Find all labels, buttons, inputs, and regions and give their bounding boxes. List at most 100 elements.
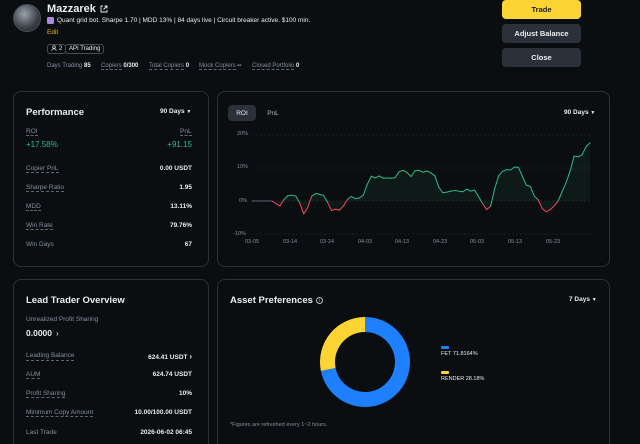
roi-line-segment bbox=[553, 200, 559, 207]
x-tick: 05-13 bbox=[508, 239, 523, 245]
row-value: 1.95 bbox=[179, 184, 192, 191]
roi-line-segment bbox=[346, 195, 352, 200]
tab-roi[interactable]: ROI bbox=[228, 105, 256, 121]
edit-link[interactable]: Edit bbox=[47, 29, 59, 36]
roi-line-segment bbox=[573, 155, 579, 158]
tab-pnl[interactable]: PnL bbox=[261, 105, 285, 121]
sharpe-ratio-row: Sharpe Ratio 1.95 bbox=[26, 184, 192, 192]
roi-line-segment bbox=[315, 192, 321, 195]
roi-line-segment bbox=[422, 170, 428, 173]
caret-down-icon: ▼ bbox=[590, 110, 596, 116]
roi-line-segment bbox=[482, 203, 488, 211]
roi-line-segment bbox=[581, 146, 587, 156]
roi-line-segment bbox=[418, 169, 424, 173]
aum-row: AUM 624.74 USDT bbox=[26, 371, 192, 379]
roi-line-segment bbox=[402, 169, 408, 174]
roi-line-segment bbox=[549, 205, 555, 211]
caret-down-icon: ▼ bbox=[186, 109, 192, 115]
performance-period-select[interactable]: 90 Days ▼ bbox=[160, 108, 191, 115]
row-value: 624.41 USDT › bbox=[148, 352, 192, 361]
roi-label: ROI bbox=[26, 128, 38, 136]
leading-balance-row[interactable]: Leading Balance 624.41 USDT › bbox=[26, 352, 192, 361]
stat-value: 85 bbox=[84, 63, 91, 69]
unrealized-label: Unrealized Profit Sharing bbox=[26, 316, 99, 323]
tab-roi-label: ROI bbox=[236, 109, 248, 117]
x-tick: 03-14 bbox=[283, 239, 298, 245]
roi-line-segment bbox=[327, 201, 333, 212]
asset-donut-chart bbox=[320, 317, 410, 407]
adjust-balance-button[interactable]: Adjust Balance bbox=[502, 24, 581, 43]
stat-label: Days Trading bbox=[47, 63, 83, 69]
api-trading-label: API Trading bbox=[69, 46, 101, 52]
stat-closed-portfolio: Closed Portfolio 0 bbox=[252, 63, 299, 70]
stat-label: Total Copiers bbox=[149, 63, 185, 70]
roi-line-segment bbox=[525, 184, 531, 187]
roi-line-segment bbox=[442, 191, 448, 194]
roi-line-segment bbox=[470, 189, 476, 192]
roi-line-segment bbox=[486, 205, 492, 211]
roi-line-segment bbox=[350, 195, 356, 200]
roi-line-segment bbox=[462, 188, 468, 193]
roi-line-segment bbox=[521, 175, 527, 186]
chevron-right-icon: › bbox=[189, 352, 192, 361]
asset-period-select[interactable]: 7 Days ▼ bbox=[569, 296, 597, 303]
roi-line-segment bbox=[358, 194, 364, 199]
roi-line-segment bbox=[378, 175, 384, 179]
stat-mock-copiers: Mock Copiers -- bbox=[199, 63, 242, 70]
roi-line-segment bbox=[502, 169, 507, 172]
donut-slice bbox=[320, 317, 410, 407]
row-label: AUM bbox=[26, 371, 41, 379]
row-label: Copier PnL bbox=[26, 165, 59, 173]
roi-line-segment bbox=[498, 170, 504, 177]
roi-area bbox=[252, 142, 590, 214]
row-label: Leading Balance bbox=[26, 352, 75, 361]
bot-icon bbox=[47, 17, 54, 24]
chart-period-select[interactable]: 90 Days ▼ bbox=[564, 109, 595, 116]
roi-line-segment bbox=[541, 208, 547, 213]
stat-value: 0/300 bbox=[123, 63, 139, 69]
donut-segments bbox=[320, 317, 410, 407]
stat-copiers: Copiers 0/300 bbox=[101, 63, 139, 70]
roi-line-segment bbox=[478, 196, 484, 205]
trade-button[interactable]: Trade bbox=[502, 0, 581, 19]
close-button[interactable]: Close bbox=[502, 48, 581, 67]
roi-line-segment bbox=[406, 172, 412, 178]
roi-line-segment bbox=[430, 172, 436, 177]
unrealized-value-link[interactable]: 0.0000 › bbox=[26, 328, 59, 338]
asset-title-row: Asset Preferences i bbox=[230, 295, 323, 306]
roi-line-segment bbox=[275, 203, 281, 207]
trader-name: Mazzarek bbox=[47, 3, 96, 15]
roi-line-segment bbox=[438, 186, 444, 194]
external-link-icon[interactable] bbox=[100, 5, 108, 13]
roi-line-segment bbox=[311, 192, 317, 197]
row-label: Sharpe Ratio bbox=[26, 184, 64, 192]
win-rate-row: Win Rate 79.76% bbox=[26, 222, 192, 230]
x-tick: 04-13 bbox=[395, 239, 410, 245]
roi-line-segment bbox=[362, 183, 368, 196]
roi-line-segment bbox=[517, 166, 523, 177]
roi-line-segment bbox=[509, 166, 515, 171]
row-value: 67 bbox=[184, 241, 192, 248]
copier-count: 2 bbox=[59, 46, 63, 52]
roi-line-segment bbox=[342, 198, 348, 207]
roi-line-segment bbox=[323, 194, 329, 203]
row-value: 2026-06-02 06:45 bbox=[140, 429, 192, 436]
roi-line-segment bbox=[331, 208, 337, 212]
last-trade-row: Last Trade 2026-06-02 06:45 bbox=[26, 429, 192, 436]
info-icon[interactable]: i bbox=[315, 297, 323, 304]
row-value: 10.00/100.00 USDT bbox=[134, 409, 192, 416]
row-label: Win Rate bbox=[26, 222, 53, 230]
roi-line-segment bbox=[279, 199, 285, 207]
row-label: Minimum Copy Amount bbox=[26, 409, 94, 417]
leading-balance-value: 624.41 USDT bbox=[148, 354, 188, 361]
lead-trader-title: Lead Trader Overview bbox=[26, 295, 125, 306]
stat-value: -- bbox=[237, 63, 242, 69]
roi-chart-card: ROI PnL 90 Days ▼ bbox=[217, 91, 610, 267]
stat-days-trading: Days Trading 85 bbox=[47, 63, 91, 69]
chart-gridlines bbox=[252, 134, 590, 235]
roi-line-segment bbox=[577, 154, 583, 158]
roi-line-segment bbox=[370, 175, 376, 179]
asset-preferences-title: Asset Preferences bbox=[230, 295, 313, 306]
roi-value: +17.58% bbox=[26, 140, 58, 149]
roi-line-segment bbox=[374, 175, 380, 179]
